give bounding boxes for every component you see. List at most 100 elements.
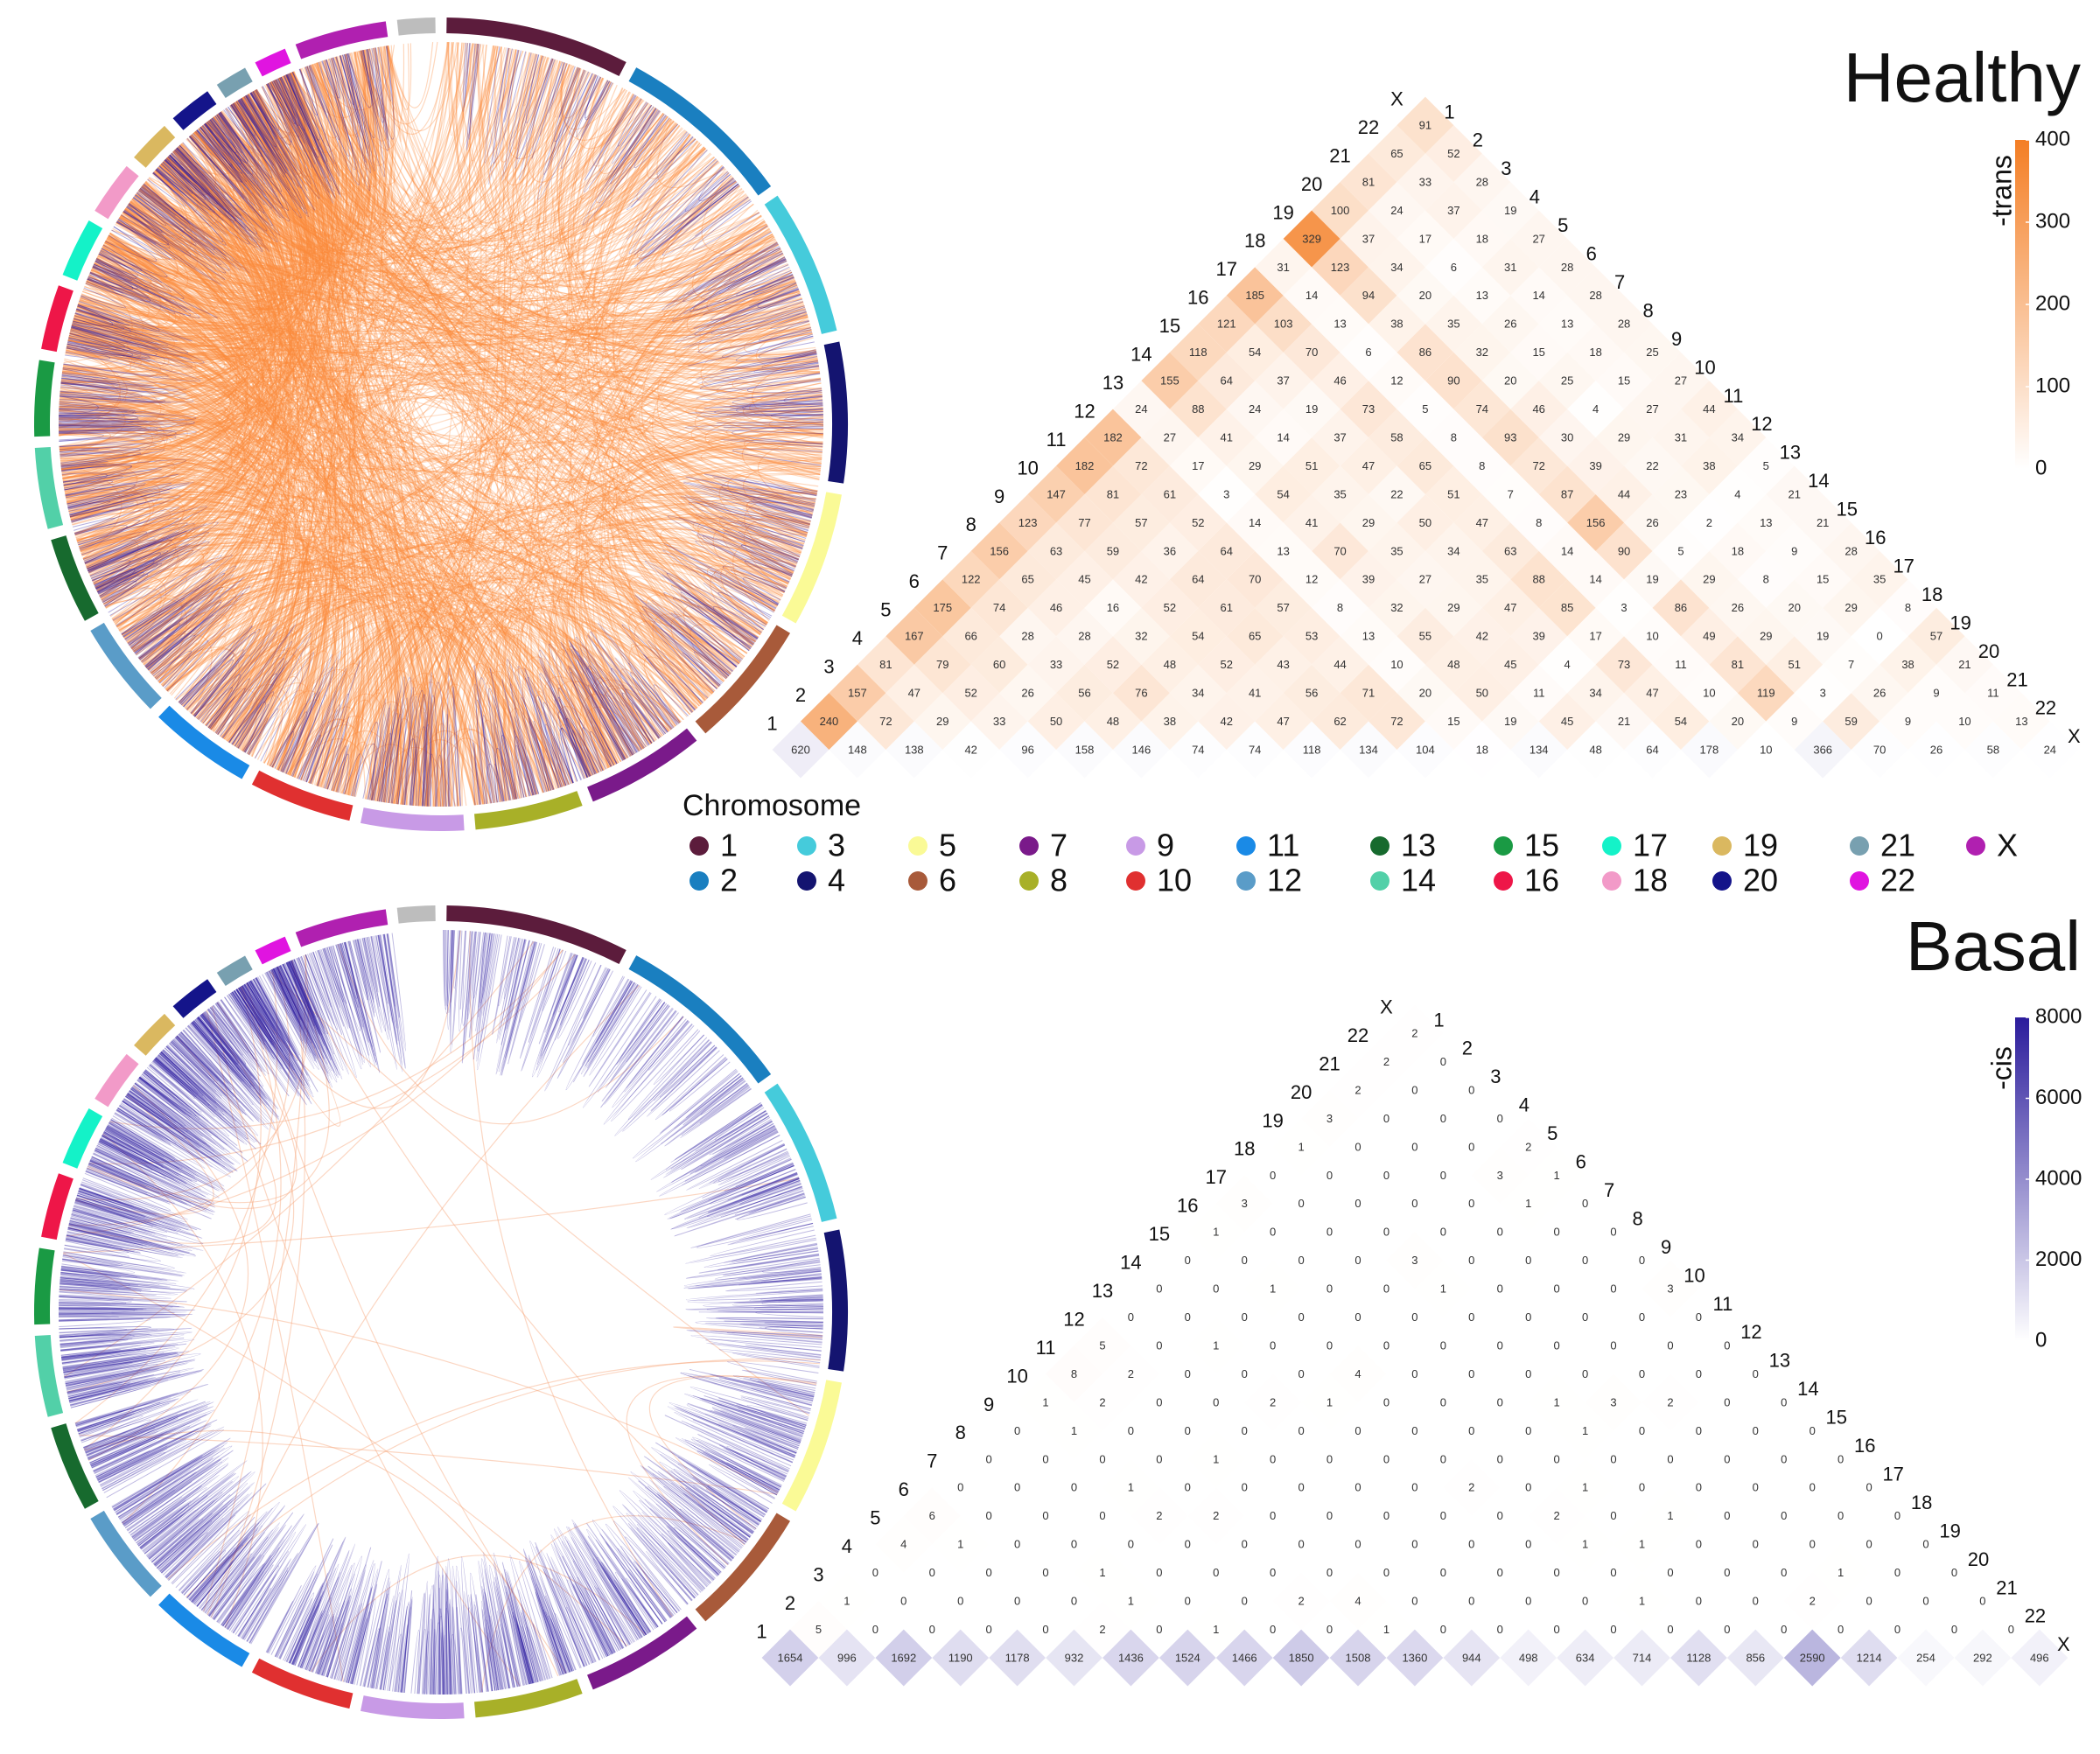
cell-label: 7	[1848, 658, 1854, 671]
cell-label: 70	[1249, 573, 1261, 586]
cell-label: 41	[1249, 687, 1261, 700]
cell-label: 90	[1618, 544, 1630, 557]
cell-label: 91	[1419, 119, 1432, 132]
cell-label: 39	[1589, 459, 1601, 472]
cell-label: 37	[1334, 430, 1346, 444]
cell-label: 26	[1732, 601, 1744, 614]
cell-label: 88	[1532, 573, 1544, 586]
cell-label: 81	[1362, 175, 1375, 188]
cell-label: 29	[1844, 601, 1857, 614]
cell-label: 34	[1732, 430, 1744, 444]
cell-label: 74	[1192, 743, 1204, 756]
cell-label: 134	[1530, 743, 1549, 756]
cell-label: 26	[1021, 687, 1033, 700]
cell-label: 20	[1732, 715, 1744, 728]
cell-label: 44	[1703, 402, 1715, 416]
cell-label: 27	[1164, 430, 1176, 444]
cell-label: 38	[1901, 658, 1914, 671]
cell-label: 49	[1703, 630, 1715, 643]
row-label: 18	[1244, 230, 1265, 252]
cell-label: 8	[1905, 601, 1911, 614]
cell-label: 64	[1221, 544, 1233, 557]
row-label: 10	[1017, 457, 1038, 479]
cell-label: 65	[1021, 573, 1033, 586]
cell-label: 2	[1706, 516, 1712, 529]
cell-label: 5	[1763, 459, 1769, 472]
cell-label: 51	[1447, 487, 1460, 500]
cell-label: 24	[1249, 402, 1261, 416]
cell-label: 26	[1504, 318, 1516, 331]
cell-label: 11	[1533, 687, 1545, 700]
cell-label: 26	[1930, 743, 1942, 756]
cell-label: 29	[936, 715, 948, 728]
cell-label: 63	[1050, 544, 1062, 557]
cell-label: 6	[1365, 346, 1371, 359]
cell-label: 138	[905, 743, 924, 756]
column-label: 10	[1694, 356, 1715, 378]
chart-title: Healthy	[1844, 38, 2081, 116]
cell-label: 23	[1675, 487, 1687, 500]
cell-label: 48	[1447, 658, 1460, 671]
cell-label: 34	[1589, 687, 1601, 700]
cell-label: 42	[964, 743, 976, 756]
row-label: 15	[1159, 315, 1180, 337]
cell-label: 121	[1217, 318, 1236, 331]
cell-label: 9	[1905, 715, 1911, 728]
cell-label: 65	[1419, 459, 1432, 472]
column-label: 12	[1751, 413, 1772, 435]
cell-label: 24	[1135, 402, 1147, 416]
chromosome-arc	[397, 17, 436, 36]
cell-label: 45	[1078, 573, 1090, 586]
cell-label: 64	[1192, 573, 1204, 586]
cell-label: 103	[1274, 318, 1293, 331]
cell-label: 13	[1362, 630, 1375, 643]
link	[439, 1589, 440, 1695]
cell-label: 48	[1164, 658, 1176, 671]
cell-label: 14	[1589, 573, 1601, 586]
cell-label: 50	[1476, 687, 1488, 700]
cell-label: 53	[1306, 630, 1318, 643]
cell-label: 620	[791, 743, 810, 756]
cell-label: 13	[1476, 289, 1488, 302]
cell-label: 19	[1646, 573, 1658, 586]
cell-label: 56	[1306, 687, 1318, 700]
cell-label: 41	[1221, 430, 1233, 444]
column-label: X	[2068, 725, 2081, 747]
cell-label: 66	[964, 630, 976, 643]
cell-label: 43	[1277, 658, 1289, 671]
row-label: 21	[1329, 144, 1350, 166]
cell-label: 5	[1422, 402, 1428, 416]
cell-label: 58	[1390, 430, 1403, 444]
cell-label: 24	[1390, 204, 1403, 217]
cell-label: 15	[1618, 374, 1630, 388]
cell-label: 12	[1390, 374, 1403, 388]
cell-label: 77	[1078, 516, 1090, 529]
cell-label: 5	[1677, 544, 1684, 557]
cell-label: 86	[1675, 601, 1687, 614]
cell-label: 32	[1390, 601, 1403, 614]
cell-label: 0	[1876, 630, 1882, 643]
cell-label: 134	[1359, 743, 1378, 756]
cell-label: 47	[1362, 459, 1375, 472]
cell-label: 93	[1504, 430, 1516, 444]
cell-label: 4	[1564, 658, 1571, 671]
cell-label: 79	[936, 658, 948, 671]
cell-label: 10	[1390, 658, 1403, 671]
chromosome-arc	[397, 905, 436, 924]
cell-label: 6	[1451, 261, 1457, 274]
cell-label: 87	[1561, 487, 1573, 500]
cell-label: 70	[1873, 743, 1886, 756]
cell-label: 22	[1390, 487, 1403, 500]
cell-label: 156	[990, 544, 1009, 557]
cell-label: 156	[1586, 516, 1606, 529]
cell-label: 41	[1306, 516, 1318, 529]
cell-label: 81	[879, 658, 892, 671]
cell-label: 52	[1221, 658, 1233, 671]
cell-label: 25	[1646, 346, 1658, 359]
cell-label: 52	[1192, 516, 1204, 529]
cell-label: 65	[1390, 147, 1403, 160]
column-label: 16	[1865, 527, 1886, 549]
cell-label: 4	[1734, 487, 1740, 500]
